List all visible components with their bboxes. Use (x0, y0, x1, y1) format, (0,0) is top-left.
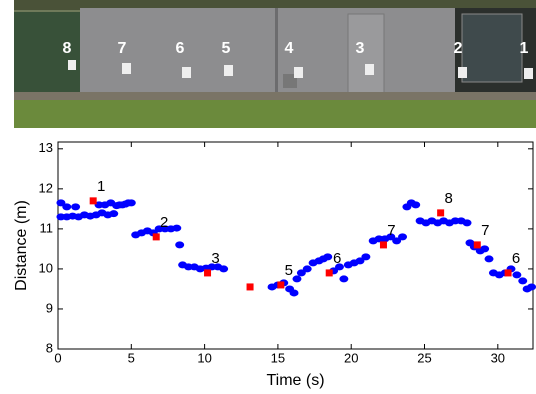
x-tick-label: 15 (271, 350, 285, 365)
photo-label: 5 (222, 40, 231, 57)
point (512, 271, 522, 279)
fence (14, 12, 80, 98)
point-label: 1 (97, 178, 105, 195)
sign (524, 68, 533, 79)
point (323, 253, 333, 261)
plot-area (57, 141, 534, 350)
point-label: 2 (160, 214, 168, 231)
point (71, 203, 81, 211)
sign (224, 65, 233, 76)
marker-square (89, 197, 97, 205)
point (292, 275, 302, 283)
trees (14, 0, 536, 10)
photo-label: 3 (356, 40, 365, 57)
sign (294, 67, 303, 78)
grass (14, 100, 536, 128)
point-label: 3 (211, 250, 219, 267)
y-tick-label: 8 (46, 340, 53, 355)
x-tick-label: 30 (491, 350, 505, 365)
x-tick-label: 5 (128, 350, 135, 365)
sign (122, 63, 131, 74)
point (296, 269, 306, 277)
marker-square (437, 209, 445, 217)
photo-label: 6 (176, 40, 185, 57)
point (56, 199, 66, 207)
marker-square (504, 269, 512, 277)
building-wall (80, 8, 460, 96)
photo-label: 8 (63, 40, 72, 57)
point (355, 257, 365, 265)
point (527, 283, 536, 291)
y-tick-label: 12 (39, 180, 53, 195)
point (484, 255, 494, 263)
point (175, 241, 185, 249)
marker-square (204, 269, 212, 277)
point (289, 289, 299, 297)
point-label: 6 (512, 250, 520, 267)
wall-seam (275, 8, 278, 96)
point (302, 265, 312, 273)
point (62, 203, 72, 211)
marker-square (246, 283, 254, 291)
door (347, 13, 385, 97)
x-tick-label: 25 (417, 350, 431, 365)
x-tick-label: 0 (54, 350, 61, 365)
sign (458, 67, 467, 78)
sign (68, 60, 76, 70)
window (461, 13, 523, 83)
x-axis-label: Time (s) (266, 372, 324, 389)
marker-square (152, 233, 160, 241)
photo-label: 7 (118, 40, 127, 57)
point (339, 275, 349, 283)
point (411, 201, 421, 209)
photo-label: 4 (285, 40, 294, 57)
point (386, 233, 396, 241)
gravel (14, 92, 536, 102)
y-axis-label: Distance (m) (13, 200, 30, 291)
sign (182, 67, 191, 78)
y-tick-label: 13 (39, 140, 53, 155)
y-tick-label: 11 (40, 220, 54, 235)
point (462, 219, 472, 227)
point (361, 253, 371, 261)
point (109, 210, 119, 218)
point-label: 5 (285, 262, 293, 279)
y-tick-label: 9 (46, 300, 53, 315)
marker-square (277, 281, 285, 289)
point (398, 233, 408, 241)
point-label: 7 (387, 222, 395, 239)
marker-square (473, 241, 481, 249)
point (172, 224, 182, 232)
point-label: 7 (481, 222, 489, 239)
photo-label: 2 (454, 40, 463, 57)
point (392, 237, 402, 245)
point-label: 6 (333, 250, 341, 267)
point (219, 265, 229, 273)
photo (14, 0, 536, 128)
point (123, 199, 133, 207)
sign (365, 64, 374, 75)
y-tick-label: 10 (39, 260, 53, 275)
marker-square (325, 269, 333, 277)
point (334, 263, 344, 271)
photo-label: 1 (520, 40, 529, 57)
point-label: 8 (444, 190, 452, 207)
x-tick-label: 20 (344, 350, 358, 365)
x-tick-label: 10 (197, 350, 211, 365)
vent (283, 74, 297, 88)
marker-square (379, 241, 387, 249)
point (518, 277, 528, 285)
point (480, 245, 490, 253)
